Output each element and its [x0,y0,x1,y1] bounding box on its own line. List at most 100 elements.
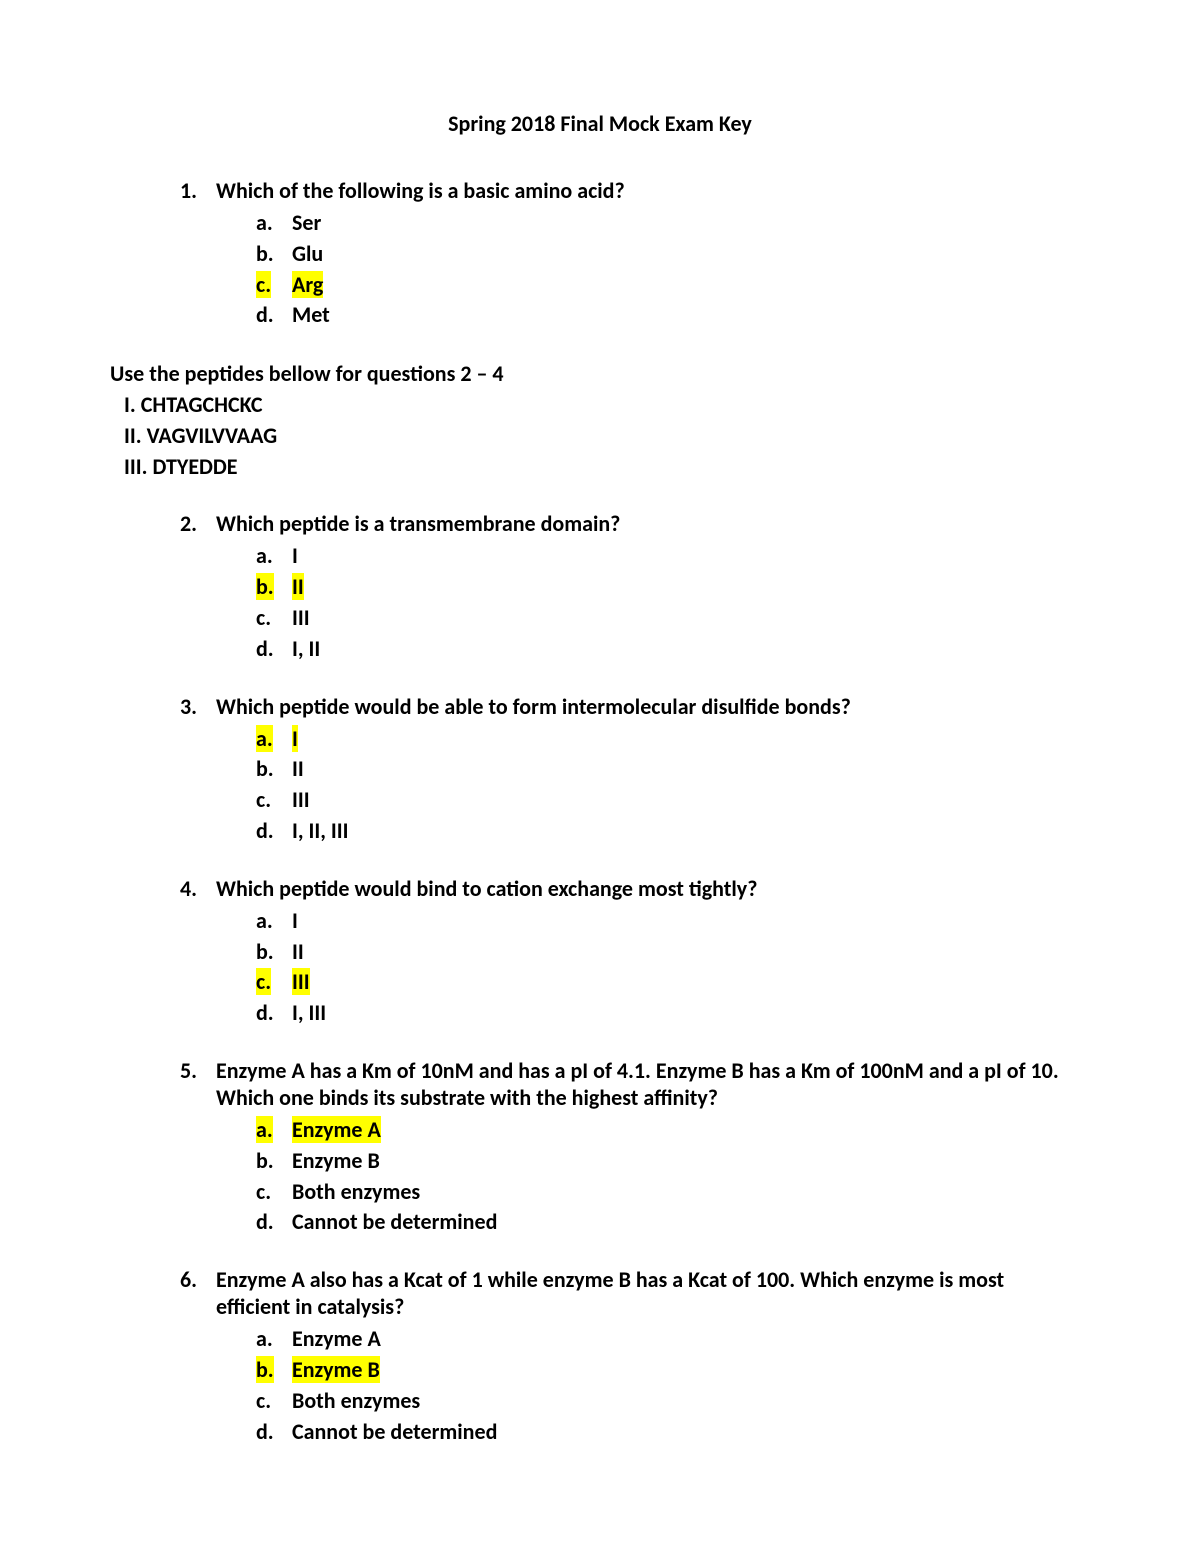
option-letter: b. [256,572,292,603]
option: d.Met [256,300,1060,331]
question-text: Which peptide is a transmembrane domain? [216,510,1060,537]
option: b.Enzyme B [256,1146,1060,1177]
option: b.II [256,754,1060,785]
option-letter: b. [256,1146,292,1177]
instruction-header: Use the peptides bellow for questions 2 … [110,359,1060,390]
option-text: I [292,906,1060,937]
options-list: a.Enzyme Ab.Enzyme Bc.Both enzymesd.Cann… [140,1324,1060,1447]
option-text: Enzyme B [292,1146,1060,1177]
question-block: 4.Which peptide would bind to cation exc… [140,875,1060,1029]
question-number: 1. [180,177,216,204]
option-text: II [292,937,1060,968]
questions-container-2: 2.Which peptide is a transmembrane domai… [140,510,1060,1447]
option-text: III [292,967,1060,998]
option-letter: d. [256,1207,292,1238]
option-text: Ser [292,208,1060,239]
question-line: 6.Enzyme A also has a Kcat of 1 while en… [140,1266,1060,1320]
option-letter: a. [256,906,292,937]
option-letter: a. [256,208,292,239]
highlighted-answer: I [292,725,298,752]
option-text: I, III [292,998,1060,1029]
highlighted-answer: c. [256,968,271,995]
exam-page: Spring 2018 Final Mock Exam Key 1.Which … [0,0,1200,1447]
option-text: I [292,724,1060,755]
highlighted-answer: c. [256,271,271,298]
option-letter: d. [256,1417,292,1448]
question-line: 2.Which peptide is a transmembrane domai… [140,510,1060,537]
question-text: Enzyme A has a Km of 10nM and has a pI o… [216,1057,1060,1111]
option-letter: d. [256,998,292,1029]
option-text: Cannot be determined [292,1207,1060,1238]
question-number: 2. [180,510,216,537]
option: c.III [256,785,1060,816]
options-list: a. Ib.IIc.IIId.I, II, III [140,724,1060,847]
options-list: a.Ib. IIc.IIId.I, II [140,541,1060,664]
option-text: I, II, III [292,816,1060,847]
option: c.Both enzymes [256,1386,1060,1417]
option-text: III [292,785,1060,816]
option-letter: d. [256,634,292,665]
option: c.III [256,603,1060,634]
question-block: 5.Enzyme A has a Km of 10nM and has a pI… [140,1057,1060,1238]
option-text: Enzyme A [292,1324,1060,1355]
question-number: 3. [180,693,216,720]
question-line: 4.Which peptide would bind to cation exc… [140,875,1060,902]
option-letter: c. [256,603,292,634]
option: b.Enzyme B [256,1355,1060,1386]
question-number: 6. [180,1266,216,1320]
option: a.Enzyme A [256,1324,1060,1355]
highlighted-answer: III [292,968,310,995]
option: a.Ser [256,208,1060,239]
question-line: 3.Which peptide would be able to form in… [140,693,1060,720]
option-letter: b. [256,1355,292,1386]
highlighted-answer: a. [256,725,273,752]
option-text: Both enzymes [292,1177,1060,1208]
option-text: Glu [292,239,1060,270]
option-letter: c. [256,1386,292,1417]
question-text: Which peptide would be able to form inte… [216,693,1060,720]
option: d.Cannot be determined [256,1417,1060,1448]
instruction-block: Use the peptides bellow for questions 2 … [110,359,1060,482]
option: d.I, II [256,634,1060,665]
option-text: I, II [292,634,1060,665]
question-block: 2.Which peptide is a transmembrane domai… [140,510,1060,664]
option-letter: a. [256,724,292,755]
option: d.I, II, III [256,816,1060,847]
highlighted-answer: b. [256,1356,274,1383]
highlighted-answer: b. [256,573,274,600]
option-text: II [292,754,1060,785]
option-text: Cannot be determined [292,1417,1060,1448]
option-text: I [292,541,1060,572]
option-text: Arg [292,270,1060,301]
option-text: III [292,603,1060,634]
option-text: II [292,572,1060,603]
question-text: Which peptide would bind to cation excha… [216,875,1060,902]
question-number: 5. [180,1057,216,1111]
peptide-2: II. VAGVILVVAAG [110,421,1060,452]
option: c.Both enzymes [256,1177,1060,1208]
highlighted-answer: a. [256,1116,273,1143]
option: a. Enzyme A [256,1115,1060,1146]
option-letter: c. [256,1177,292,1208]
option-letter: d. [256,816,292,847]
option-letter: a. [256,541,292,572]
question-block: 1.Which of the following is a basic amin… [140,177,1060,331]
options-list: a.Serb.Gluc. Argd.Met [140,208,1060,331]
option: b. II [256,572,1060,603]
option-letter: c. [256,785,292,816]
option: b.II [256,937,1060,968]
option-letter: c. [256,270,292,301]
option-text: Met [292,300,1060,331]
page-title: Spring 2018 Final Mock Exam Key [140,110,1060,137]
option-letter: a. [256,1115,292,1146]
option: d.Cannot be determined [256,1207,1060,1238]
option: d.I, III [256,998,1060,1029]
peptide-3: III. DTYEDDE [110,452,1060,483]
question-line: 5.Enzyme A has a Km of 10nM and has a pI… [140,1057,1060,1111]
option-letter: a. [256,1324,292,1355]
option-text: Enzyme A [292,1115,1060,1146]
option-letter: b. [256,937,292,968]
question-text: Which of the following is a basic amino … [216,177,1060,204]
option: b.Glu [256,239,1060,270]
option: a.I [256,906,1060,937]
